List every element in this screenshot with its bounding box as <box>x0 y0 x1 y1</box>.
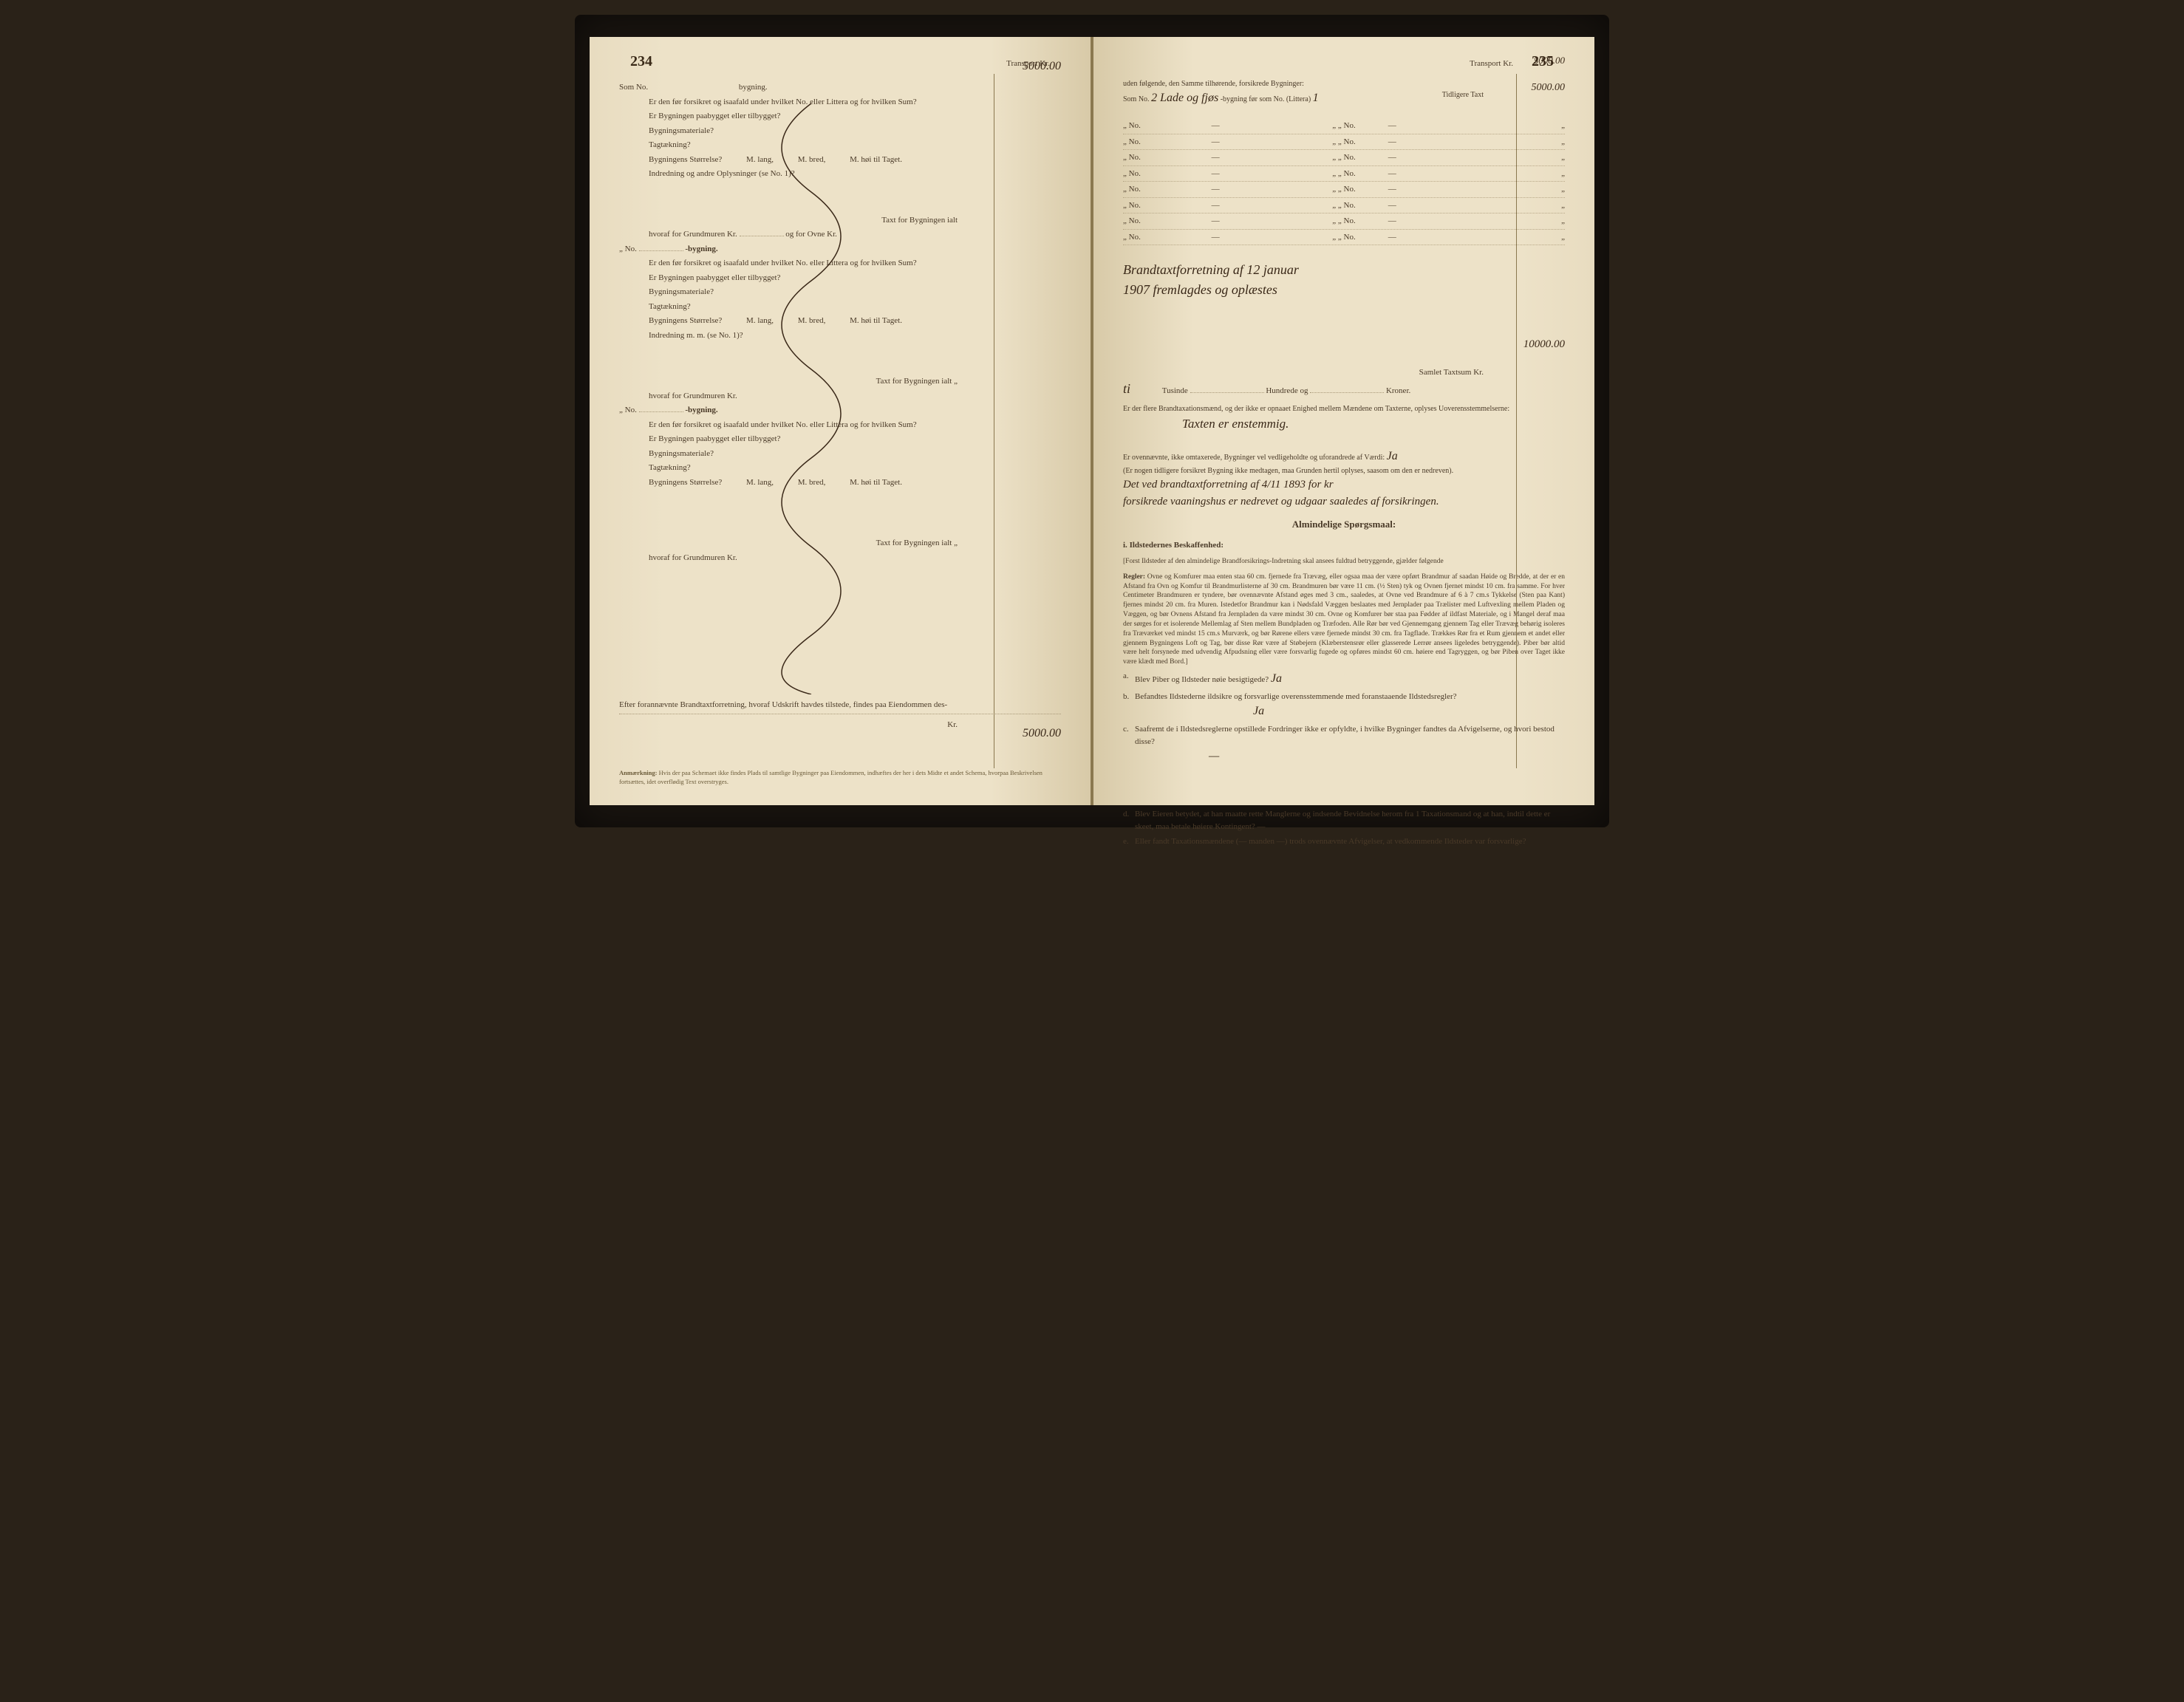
q5: Bygningens Størrelse? M. lang, M. bred, … <box>619 154 1061 166</box>
q2: Er Bygningen paabygget eller tilbygget? <box>619 110 1061 123</box>
q-b: b. Befandtes Ildstederne ildsikre og for… <box>1123 691 1565 721</box>
no-row: „ No.—„ „ No.—„ <box>1123 213 1565 230</box>
q1-2: Er den før forsikret og isaafald under h… <box>619 257 1061 270</box>
no-row: „ No.—„ „ No.—„ <box>1123 182 1565 198</box>
book-spread: 234 Transport Kr. 5000.00 Som No. bygnin… <box>575 15 1609 827</box>
q-d: d. Blev Eieren betydet, at han maatte re… <box>1123 808 1565 833</box>
grundmur-2: hvoraf for Grundmuren Kr. <box>619 390 1061 403</box>
q-c: c. Saafremt de i Ildstedsreglerne opstil… <box>1123 723 1565 765</box>
vertical-rule-right <box>1516 74 1517 768</box>
forst-text: [Forst Ildsteder af den almindelige Bran… <box>1123 557 1565 567</box>
no-row: „ No.—„ „ No.—„ <box>1123 150 1565 166</box>
taxt-label-2: Taxt for Bygningen ialt „ <box>619 375 1061 388</box>
q2-2: Er Bygningen paabygget eller tilbygget? <box>619 272 1061 284</box>
q3-2: Bygningsmateriale? <box>619 286 1061 298</box>
q5-2: Bygningens Størrelse? M. lang, M. bred, … <box>619 315 1061 327</box>
q-a: a. Blev Piber og Ildsteder nøie besigtig… <box>1123 670 1565 688</box>
samlet-label: Samlet Taxtsum Kr. <box>1123 366 1565 379</box>
det-ved-hw: Det ved brandtaxtforretning af 4/11 1893… <box>1123 476 1565 493</box>
q3: Bygningsmateriale? <box>619 125 1061 137</box>
q2-3: Er Bygningen paabygget eller tilbygget? <box>619 433 1061 445</box>
q5-3: Bygningens Størrelse? M. lang, M. bred, … <box>619 476 1061 489</box>
taxten-hw: Taxten er enstemmig. <box>1182 414 1565 434</box>
no-row: „ No.—„ „ No.—„ <box>1123 230 1565 246</box>
ildstedernes-heading: i. Ildstedernes Beskaffenhed: <box>1123 539 1565 552</box>
q4-2: Tagtækning? <box>619 301 1061 313</box>
uden-label: uden følgende, den Samme tilhørende, for… <box>1123 78 1565 89</box>
q4: Tagtækning? <box>619 139 1061 151</box>
no-row: „ No.—„ „ No.—„ <box>1123 134 1565 151</box>
sum-words: ti Tusinde Hundrede og Kroner. <box>1123 379 1565 399</box>
forsikrede-hw: forsikrede vaaningshus er nedrevet og ud… <box>1123 493 1565 510</box>
tidligere-value: 5000.00 <box>1502 80 1565 95</box>
samlet-value: 10000.00 <box>1502 336 1565 353</box>
ovennævnte: Er ovennævnte, ikke omtaxerede, Bygninge… <box>1123 448 1565 465</box>
q6b: Indredning m. m. (se No. 1)? <box>619 329 1061 342</box>
anmerkning: Anmærkning: Hvis der paa Schemaet ikke f… <box>619 768 1061 787</box>
flere-label: Er der flere Brandtaxationsmænd, og der … <box>1123 403 1565 414</box>
q1: Er den før forsikret og isaafald under h… <box>619 96 1061 109</box>
page-number-left: 234 <box>630 50 652 72</box>
no-row: „ No.—„ „ No.—„ <box>1123 166 1565 182</box>
hw-note: Brandtaxtforretning af 12 januar 1907 fr… <box>1123 260 1565 300</box>
no-row-3: „ No. -bygning. <box>619 404 1061 417</box>
left-page: 234 Transport Kr. 5000.00 Som No. bygnin… <box>590 37 1092 805</box>
right-page: 235 Transport Kr. 5000.00 uden følgende,… <box>1092 37 1594 805</box>
q6: Indredning og andre Oplysninger (se No. … <box>619 168 1061 180</box>
taxt-label-3: Taxt for Bygningen ialt „ <box>619 537 1061 550</box>
som-no-right: Som No. 2 Lade og fjøs -bygning før som … <box>1123 89 1565 107</box>
q3-3: Bygningsmateriale? <box>619 448 1061 460</box>
no-row-2: „ No. -bygning. <box>619 243 1061 256</box>
final-value: 5000.00 <box>998 725 1061 742</box>
q-e: e. Eller fandt Taxationsmændene (— mande… <box>1123 835 1565 848</box>
no-row: „ No.—„ „ No.—„ <box>1123 118 1565 134</box>
almindelige-heading: Almindelige Spørgsmaal: <box>1123 517 1565 532</box>
som-no-row: Som No. bygning. <box>619 81 1061 94</box>
no-row: „ No.—„ „ No.—„ <box>1123 198 1565 214</box>
q1-3: Er den før forsikret og isaafald under h… <box>619 419 1061 431</box>
grundmur-3: hvoraf for Grundmuren Kr. <box>619 552 1061 564</box>
er-nogen: (Er nogen tidligere forsikret Bygning ik… <box>1123 465 1565 476</box>
efter-label: Efter forannævnte Brandtaxtforretning, h… <box>619 699 1061 714</box>
transport-value-right: 5000.00 <box>1502 53 1565 68</box>
transport-value-left: 5000.00 <box>998 58 1061 75</box>
regler-text: Regler: Ovne og Komfurer maa enten staa … <box>1123 573 1565 667</box>
grundmur-1: hvoraf for Grundmuren Kr. og for Ovne Kr… <box>619 228 1061 241</box>
no-list: „ No.—„ „ No.—„„ No.—„ „ No.—„„ No.—„ „ … <box>1123 118 1565 245</box>
kr-label: Kr. <box>619 719 1061 731</box>
q4-3: Tagtækning? <box>619 462 1061 474</box>
taxt-label-1: Taxt for Bygningen ialt <box>619 214 1061 227</box>
